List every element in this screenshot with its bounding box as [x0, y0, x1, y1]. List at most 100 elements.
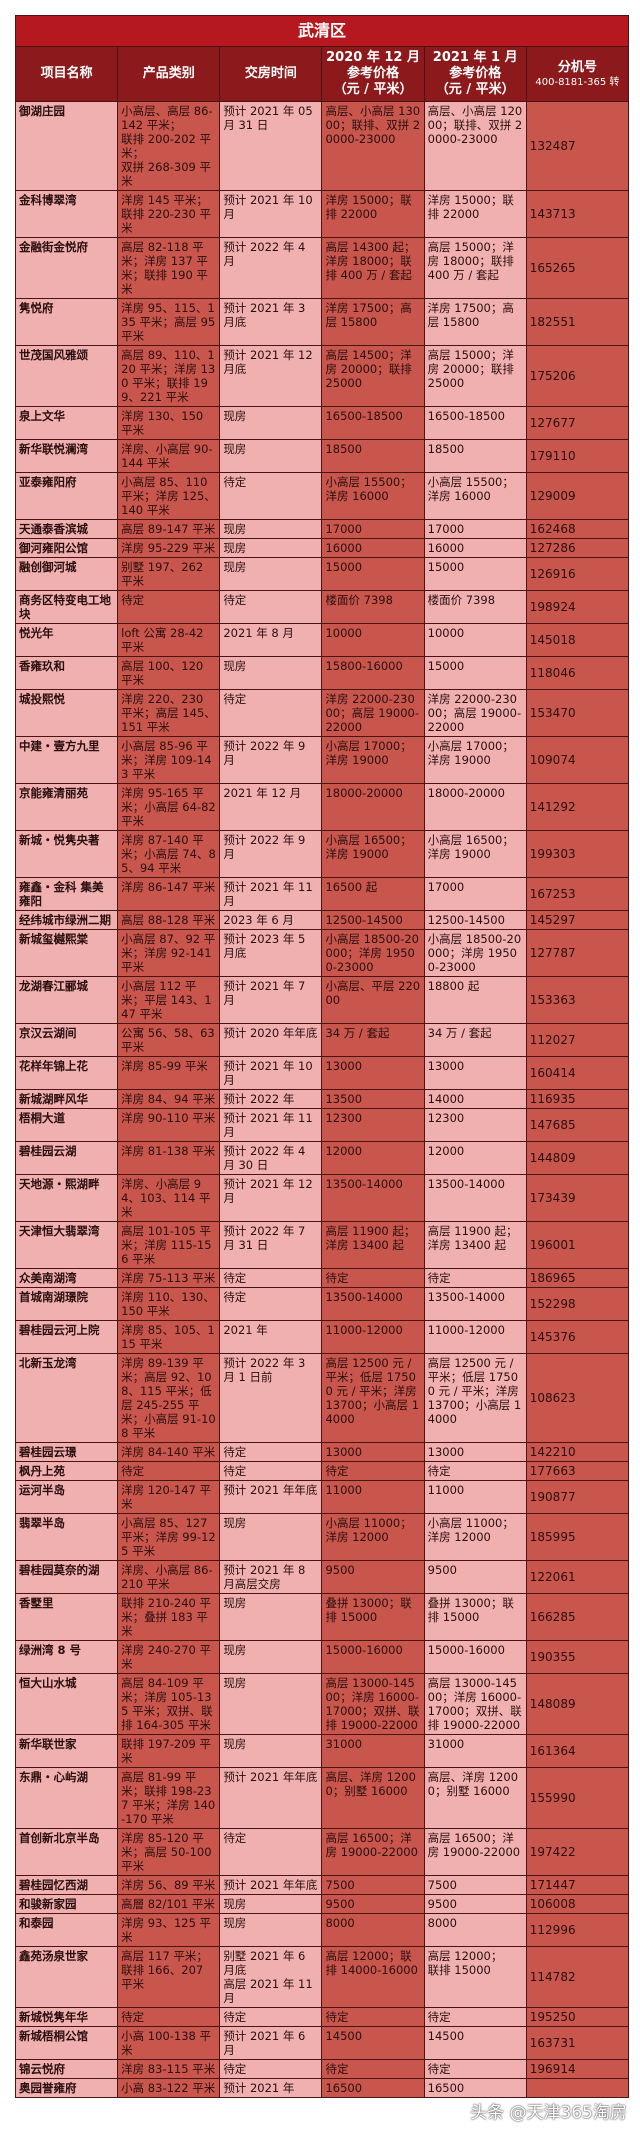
price-table-container: 武清区 项目名称 产品类别 交房时间 2020 年 12 月 参考价格 （元 /…	[14, 0, 630, 2134]
cell-project-name: 京汉云湖间	[14, 1023, 119, 1057]
cell-price-jan-2021: 15000	[423, 656, 527, 690]
cell-price-jan-2021: 11000	[423, 1480, 527, 1514]
cell-delivery-time: 预计 2021 年 05 月 31 日	[219, 101, 323, 191]
cell-price-dec-2020: 高层 12000；联排 14000-16000	[321, 1946, 425, 2008]
cell-project-name: 香墅里	[14, 1593, 119, 1641]
cell-delivery-time: 预计 2022 年 9 月	[219, 736, 323, 784]
cell-delivery-time: 待定	[219, 1442, 323, 1462]
cell-extension-number: 127787	[525, 929, 630, 977]
cell-project-name: 新城梧桐公馆	[14, 2026, 119, 2060]
cell-product-type: 小高层 85、110 平米；洋房 125、140 平米	[117, 472, 221, 520]
cell-price-dec-2020: 18500	[321, 439, 425, 473]
cell-delivery-time: 现房	[219, 1513, 323, 1561]
cell-project-name: 和骏新家园	[14, 1894, 119, 1914]
cell-product-type: 洋房 130、150 平米	[117, 406, 221, 440]
cell-price-dec-2020: 31000	[321, 1734, 425, 1768]
table-row: 悦光年 loft 公寓 28-42 平米 2021 年 8 月 10000 10000 1…	[14, 623, 630, 657]
cell-price-dec-2020: 小高层 11000；洋房 12000	[321, 1513, 425, 1561]
cell-price-dec-2020: 13500-14000	[321, 1287, 425, 1321]
table-row: 锦云悦府 洋房 83-115 平米 待定 待定 待定 196914	[14, 2059, 630, 2079]
cell-project-name: 碧桂园云河上院	[14, 1320, 119, 1354]
cell-extension-number: 175206	[525, 345, 630, 407]
header-price-jan-2021: 2021 年 1 月 参考价格 （元 / 平米）	[423, 46, 527, 102]
cell-price-dec-2020: 高层 12500 元 / 平米；低层 17500 元 / 平米；洋房 13700…	[321, 1353, 425, 1443]
cell-price-dec-2020: 7500	[321, 1875, 425, 1895]
cell-price-dec-2020: 12500-14500	[321, 910, 425, 930]
cell-product-type: 洋房 85-120 平米；高层 50-100 平米	[117, 1828, 221, 1876]
table-row: 花样年锦上花 洋房 85-99 平米 预计 2021 年 10 月 13000 1300…	[14, 1056, 630, 1090]
cell-product-type: loft 公寓 28-42 平米	[117, 623, 221, 657]
cell-price-jan-2021: 13000	[423, 1442, 527, 1462]
cell-extension-number: 129009	[525, 472, 630, 520]
cell-product-type: 洋房 85-99 平米	[117, 1056, 221, 1090]
cell-project-name: 碧桂园莫奈的湖	[14, 1560, 119, 1594]
cell-extension-number: 144809	[525, 1141, 630, 1175]
price-table: 武清区 项目名称 产品类别 交房时间 2020 年 12 月 参考价格 （元 /…	[14, 15, 630, 2098]
cell-product-type: 洋房 93、125 平米	[117, 1913, 221, 1947]
cell-price-dec-2020: 18000-20000	[321, 783, 425, 831]
cell-project-name: 翡翠半岛	[14, 1513, 119, 1561]
cell-extension-number: 171447	[525, 1875, 630, 1895]
cell-project-name: 新华联世家	[14, 1734, 119, 1768]
cell-product-type: 小高层 112 平米；平层 143、147 平米	[117, 976, 221, 1024]
table-row: 中建・壹方九里 小高层 85-96 平米；洋房 109-143 平米 预计 2022…	[14, 736, 630, 784]
cell-project-name: 新城湖畔风华	[14, 1089, 119, 1109]
cell-price-dec-2020: 叠拼 13000；联排 15000	[321, 1593, 425, 1641]
cell-project-name: 梧桐大道	[14, 1108, 119, 1142]
cell-price-dec-2020: 8000	[321, 1913, 425, 1947]
table-row: 京汉云湖间 公寓 56、58、63 平米 预计 2020 年年底 34 万 / 套起 3…	[14, 1023, 630, 1057]
cell-product-type: 别墅 197、262 平米	[117, 557, 221, 591]
cell-delivery-time: 待定	[219, 472, 323, 520]
cell-price-dec-2020: 高层 14500；洋房 20000；联排 25000	[321, 345, 425, 407]
cell-delivery-time: 待定	[219, 2007, 323, 2027]
cell-extension-number: 166285	[525, 1593, 630, 1641]
cell-extension-number: 182551	[525, 298, 630, 346]
cell-price-jan-2021: 高层 11900 起；洋房 13400 起	[423, 1221, 527, 1269]
cell-delivery-time: 预计 2022 年 3 月 1 日前	[219, 1353, 323, 1443]
cell-project-name: 融创御河城	[14, 557, 119, 591]
cell-extension-number: 112996	[525, 1913, 630, 1947]
table-row: 天地源・熙湖畔 洋房、小高层 94、103、114 平米 预计 2021 年 12 …	[14, 1174, 630, 1222]
cell-product-type: 高层 89、110、120 平米；洋房 130 平米；联排 199、221 平米	[117, 345, 221, 407]
cell-product-type: 高层 117 平米； 联排 166、207 平米	[117, 1946, 221, 2008]
cell-delivery-time: 预计 2021 年 10 月	[219, 1056, 323, 1090]
cell-extension-number: 196001	[525, 1221, 630, 1269]
cell-project-name: 恒大山水城	[14, 1673, 119, 1735]
table-row: 梧桐大道 洋房 90-110 平米 预计 2021 年 11 月 12300 12300…	[14, 1108, 630, 1142]
cell-product-type: 洋房 83-115 平米	[117, 2059, 221, 2079]
cell-product-type: 洋房 75-113 平米	[117, 1268, 221, 1288]
table-row: 隽悦府 洋房 95、115、135 平米；高层 95 平米 预计 2021 年 3 …	[14, 298, 630, 346]
cell-delivery-time: 现房	[219, 656, 323, 690]
cell-extension-number: 147685	[525, 1108, 630, 1142]
cell-extension-number: 152298	[525, 1287, 630, 1321]
cell-price-jan-2021: 9500	[423, 1894, 527, 1914]
cell-price-jan-2021: 待定	[423, 2059, 527, 2079]
cell-project-name: 北新玉龙湾	[14, 1353, 119, 1443]
cell-extension-number: 127286	[525, 538, 630, 558]
cell-project-name: 奥园誉雍府	[14, 2078, 119, 2098]
cell-extension-number: 167253	[525, 877, 630, 911]
cell-price-dec-2020: 小高层 16500；洋房 19000	[321, 830, 425, 878]
cell-extension-number: 118046	[525, 656, 630, 690]
cell-price-jan-2021: 10000	[423, 623, 527, 657]
cell-project-name: 亚泰雍阳府	[14, 472, 119, 520]
table-row: 香墅里 联排 210-240 平米；叠拼 183 平米 现房 叠拼 13000；联排 …	[14, 1593, 630, 1641]
table-row: 金融街金悦府 高层 82-118 平米；洋房 137 平米；联排 190 平米 预计…	[14, 237, 630, 299]
table-row: 雍鑫・金科 集美雍阳 洋房 86-147 平米 预计 2021 年 11 月 1650…	[14, 877, 630, 911]
cell-product-type: 小高层 85、127 平米；洋房 99-125 平米	[117, 1513, 221, 1561]
cell-price-dec-2020: 13000	[321, 1056, 425, 1090]
cell-product-type: 洋房 90-110 平米	[117, 1108, 221, 1142]
cell-price-dec-2020: 12000	[321, 1141, 425, 1175]
cell-project-name: 碧桂园云湖	[14, 1141, 119, 1175]
cell-price-jan-2021: 16000	[423, 538, 527, 558]
cell-delivery-time: 预计 2021 年 3 月底	[219, 298, 323, 346]
cell-price-dec-2020: 洋房 17500；高层 15800	[321, 298, 425, 346]
cell-price-jan-2021: 小高层 16500；洋房 19000	[423, 830, 527, 878]
cell-product-type: 洋房 95、115、135 平米；高层 95 平米	[117, 298, 221, 346]
cell-delivery-time: 待定	[219, 689, 323, 737]
cell-project-name: 京能雍清丽苑	[14, 783, 119, 831]
cell-delivery-time: 预计 2022 年 9 月	[219, 830, 323, 878]
cell-project-name: 碧桂园忆西湖	[14, 1875, 119, 1895]
cell-extension-number: 197422	[525, 1828, 630, 1876]
cell-price-dec-2020: 16000	[321, 538, 425, 558]
